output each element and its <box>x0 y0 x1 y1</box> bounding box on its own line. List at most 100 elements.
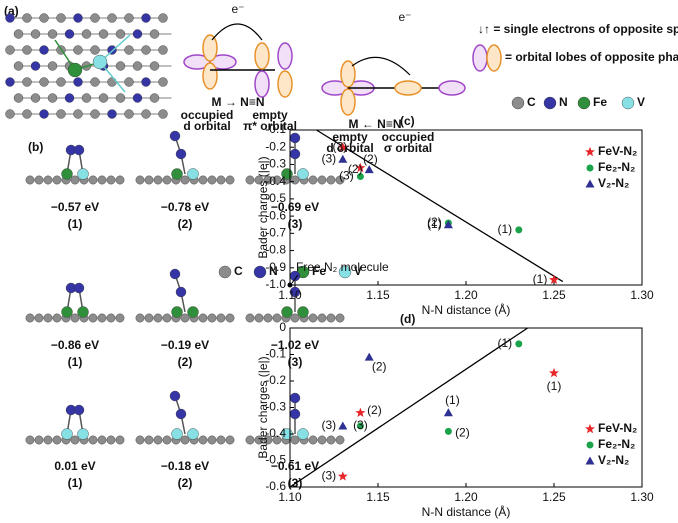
atom <box>326 313 336 323</box>
point <box>356 173 364 180</box>
atom <box>141 13 151 23</box>
atom <box>207 175 217 185</box>
reaction: M ← N≡N <box>349 117 402 131</box>
atom <box>175 148 187 160</box>
energy: −1.02 eV <box>271 338 319 352</box>
point-label: (1) <box>445 393 460 407</box>
orbital-text: σ orbital <box>384 141 432 155</box>
transfer-arrow <box>351 56 411 76</box>
atom <box>47 61 58 71</box>
orbital-text: empty <box>252 108 288 122</box>
legend-marker <box>585 456 595 465</box>
atom <box>175 286 187 298</box>
atom <box>289 132 301 144</box>
annotation-point <box>287 282 293 288</box>
atom <box>5 77 15 87</box>
y-tick-label: -0.5 <box>265 453 286 467</box>
point-label: (1) <box>427 217 442 231</box>
point-label: (3) <box>332 139 347 153</box>
panel-label: (d) <box>400 312 415 326</box>
atom <box>216 175 226 185</box>
atom <box>73 282 85 294</box>
atom <box>162 435 172 445</box>
atom <box>124 45 134 55</box>
legend-marker <box>585 179 595 188</box>
atom <box>187 306 199 318</box>
atom <box>207 435 217 445</box>
atom <box>70 435 80 445</box>
point <box>515 226 523 234</box>
atom <box>216 435 226 445</box>
atom-legend-label: Fe <box>593 95 607 109</box>
y-tick-label: -0.1 <box>265 347 286 361</box>
structure-index: (2) <box>178 217 193 231</box>
atom <box>511 96 525 110</box>
y-tick-label: -0.2 <box>265 373 286 387</box>
atom <box>225 313 235 323</box>
atom <box>5 13 15 23</box>
atom <box>30 61 41 71</box>
atom <box>115 61 126 71</box>
atom <box>335 175 345 185</box>
point-label: (2) <box>455 426 470 440</box>
atom <box>22 45 32 55</box>
atom <box>25 435 35 445</box>
point <box>443 220 453 229</box>
atom <box>290 175 300 185</box>
atom <box>187 168 199 180</box>
atom <box>90 77 100 87</box>
atom <box>308 313 318 323</box>
atom <box>61 306 73 318</box>
orbital-lobe <box>254 42 270 70</box>
panel-label: (b) <box>28 140 43 154</box>
x-tick-label: 1.20 <box>454 288 478 302</box>
atom <box>335 313 345 323</box>
trend-line <box>289 327 528 488</box>
legend-label: FeV-N₂ <box>598 144 637 158</box>
atom <box>88 313 98 323</box>
x-tick-label: 1.25 <box>542 490 566 504</box>
electron: e⁻ <box>231 2 244 16</box>
y-tick-label: -0.6 <box>265 479 286 493</box>
structure-index: (2) <box>178 476 193 490</box>
atom <box>64 93 75 103</box>
atom <box>245 175 255 185</box>
atom <box>289 148 301 160</box>
x-tick-label: 1.15 <box>366 288 390 302</box>
atom <box>106 435 116 445</box>
atom <box>198 175 208 185</box>
atom <box>207 313 217 323</box>
atom <box>180 313 190 323</box>
atom <box>338 265 352 279</box>
atom <box>171 168 183 180</box>
point-label: (3) <box>339 169 354 183</box>
atom <box>73 77 83 87</box>
point <box>356 422 364 430</box>
point-label: (1) <box>533 272 548 286</box>
atom <box>115 29 126 39</box>
atom <box>115 93 126 103</box>
atom <box>263 313 273 323</box>
atom <box>106 313 116 323</box>
atom <box>144 175 154 185</box>
atom <box>326 435 336 445</box>
atom <box>175 408 187 420</box>
atom <box>39 77 49 87</box>
atom <box>52 313 62 323</box>
atom <box>43 175 53 185</box>
orbital-lobe <box>340 88 356 116</box>
x-tick-label: 1.15 <box>366 490 390 504</box>
atom <box>158 13 168 23</box>
point-label: (2) <box>372 359 387 373</box>
x-tick-label: 1.30 <box>630 490 654 504</box>
atom <box>81 93 92 103</box>
atom <box>13 29 24 39</box>
x-tick-label: 1.25 <box>542 288 566 302</box>
x-tick-label: 1.10 <box>278 288 302 302</box>
atom <box>132 61 143 71</box>
atom <box>297 428 309 440</box>
atom <box>290 313 300 323</box>
atom <box>272 435 282 445</box>
atom <box>22 109 32 119</box>
energy: −0.18 eV <box>161 459 209 473</box>
